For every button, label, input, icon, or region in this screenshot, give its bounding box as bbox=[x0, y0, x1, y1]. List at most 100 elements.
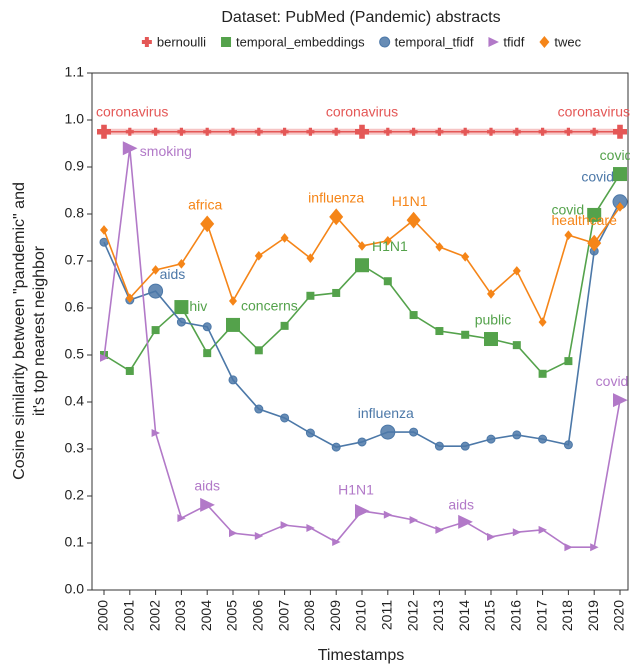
y-tick-label: 0.3 bbox=[65, 440, 85, 456]
point bbox=[125, 366, 134, 375]
x-axis-title: Timestamps bbox=[318, 647, 405, 664]
point bbox=[355, 124, 369, 139]
point bbox=[435, 127, 444, 136]
x-tick-label: 2007 bbox=[275, 600, 291, 631]
point-label: covid bbox=[552, 202, 585, 218]
x-tick-label: 2002 bbox=[146, 600, 162, 631]
point bbox=[590, 127, 599, 136]
point bbox=[538, 525, 547, 534]
y-tick-label: 0.0 bbox=[65, 581, 85, 597]
point bbox=[512, 528, 522, 537]
point bbox=[177, 259, 186, 269]
point bbox=[512, 127, 521, 136]
point bbox=[406, 211, 421, 229]
point bbox=[151, 429, 160, 438]
y-tick-label: 0.1 bbox=[65, 534, 85, 550]
point bbox=[538, 434, 548, 444]
point-label: covid bbox=[600, 147, 630, 163]
point bbox=[357, 437, 367, 447]
point-label: hiv bbox=[189, 298, 207, 314]
legend-marker bbox=[221, 37, 232, 47]
point bbox=[229, 127, 237, 136]
y-tick-label: 0.7 bbox=[65, 252, 85, 268]
legend-label: temporal_tfidf bbox=[395, 34, 474, 49]
x-tick-label: 2015 bbox=[482, 600, 498, 631]
y-tick-label: 0.5 bbox=[65, 346, 85, 362]
point bbox=[613, 393, 628, 408]
y-tick-label: 1.0 bbox=[65, 111, 85, 127]
point-label: H1N1 bbox=[392, 193, 428, 209]
y-axis-title: Cosine similarity between "pandemic" and bbox=[11, 182, 28, 480]
point bbox=[487, 532, 496, 541]
point bbox=[409, 427, 419, 437]
point-label: aids bbox=[448, 497, 474, 513]
x-tick-label: 2013 bbox=[430, 600, 446, 631]
point bbox=[538, 369, 547, 378]
point bbox=[332, 288, 341, 297]
point bbox=[332, 538, 341, 547]
point bbox=[512, 266, 521, 276]
point bbox=[280, 233, 289, 243]
point bbox=[254, 531, 264, 540]
point bbox=[332, 127, 341, 136]
point bbox=[329, 208, 344, 226]
point-label: influenza bbox=[358, 405, 414, 421]
x-tick-label: 2009 bbox=[327, 600, 343, 631]
point bbox=[306, 253, 315, 263]
point bbox=[254, 346, 263, 355]
point bbox=[226, 317, 240, 332]
point bbox=[409, 127, 418, 136]
x-tick-label: 2004 bbox=[198, 600, 214, 631]
point-label: coronavirus bbox=[326, 103, 398, 119]
legend: bernoulli temporal_embeddings temporal_tfi… bbox=[141, 34, 582, 49]
x-tick-label: 2001 bbox=[121, 600, 137, 631]
x-tick-label: 2005 bbox=[224, 600, 240, 631]
point-label: influenza bbox=[308, 190, 364, 206]
point bbox=[486, 434, 496, 444]
point bbox=[280, 521, 289, 530]
y-tick-label: 0.8 bbox=[65, 205, 85, 221]
point bbox=[563, 440, 573, 450]
x-tick-label: 2018 bbox=[559, 600, 575, 631]
x-tick-label: 2006 bbox=[250, 600, 266, 631]
legend-marker bbox=[141, 37, 152, 47]
y-tick-label: 0.9 bbox=[65, 158, 85, 174]
point bbox=[151, 265, 160, 275]
point bbox=[151, 326, 160, 335]
point bbox=[461, 127, 470, 136]
legend-label: tfidf bbox=[503, 34, 524, 49]
legend-marker bbox=[539, 36, 550, 48]
point bbox=[587, 234, 602, 252]
point bbox=[306, 127, 315, 136]
point bbox=[229, 296, 237, 306]
point bbox=[280, 127, 289, 136]
point bbox=[564, 230, 573, 240]
point bbox=[280, 413, 290, 423]
point bbox=[613, 167, 627, 182]
point bbox=[148, 283, 164, 299]
point bbox=[306, 291, 315, 300]
point bbox=[228, 375, 238, 385]
point bbox=[100, 225, 108, 235]
point bbox=[122, 141, 138, 156]
point bbox=[176, 317, 186, 327]
point bbox=[125, 293, 134, 303]
point bbox=[305, 428, 315, 438]
point-label: H1N1 bbox=[338, 482, 374, 498]
point bbox=[383, 510, 393, 519]
x-tick-label: 2020 bbox=[611, 600, 627, 631]
point bbox=[590, 543, 599, 552]
x-tick-label: 2003 bbox=[172, 600, 188, 631]
point-label: coronavirus bbox=[558, 103, 630, 119]
point bbox=[460, 441, 470, 451]
x-tick-label: 2014 bbox=[456, 600, 472, 631]
x-tick-label: 2008 bbox=[301, 600, 317, 631]
point bbox=[564, 127, 573, 136]
point bbox=[254, 404, 264, 414]
point-label: healthcare bbox=[552, 212, 618, 228]
point bbox=[151, 127, 160, 136]
y-axis-title: it's top nearest neighbor bbox=[31, 245, 48, 416]
point bbox=[306, 523, 315, 532]
legend-marker bbox=[379, 36, 391, 48]
